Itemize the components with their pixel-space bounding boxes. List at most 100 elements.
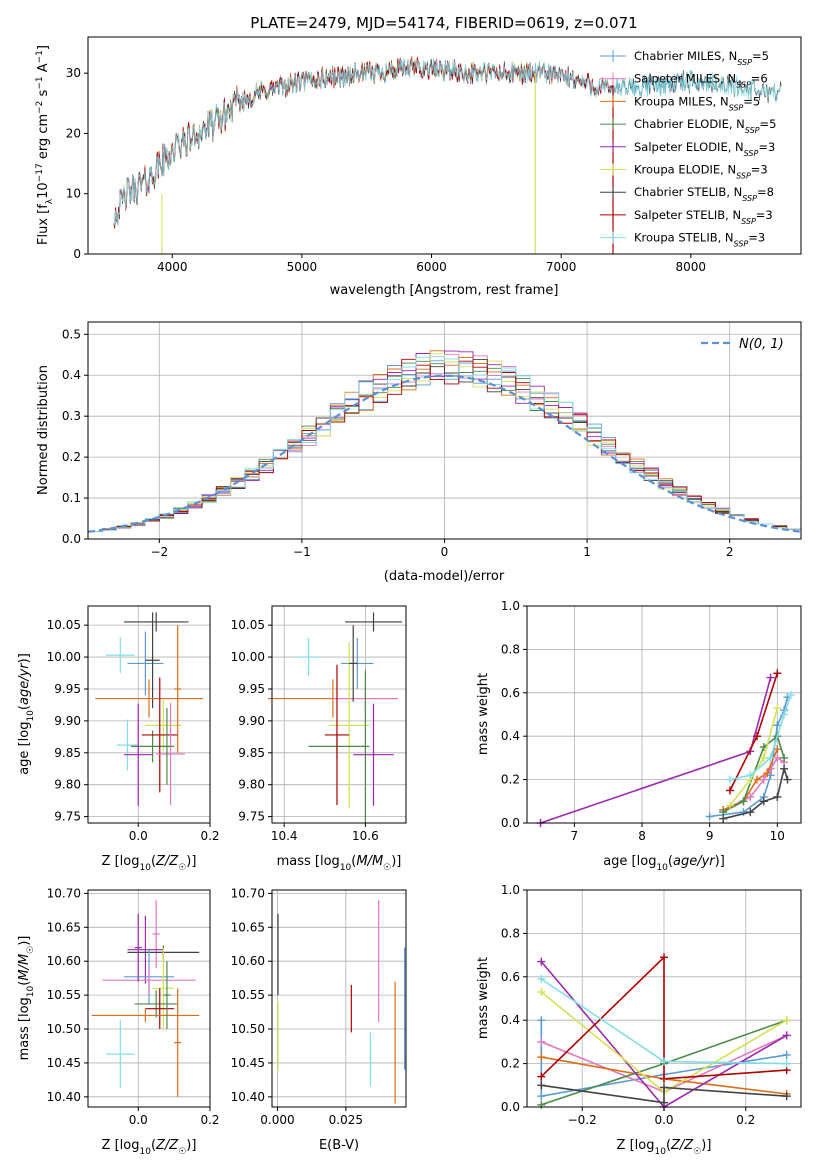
y-tick-label: 9.85 — [54, 746, 81, 760]
x-tick-label: −2 — [150, 545, 168, 559]
mass_vs_Z-plot: 0.0 0.2 10.40 10.45 10.50 10.55 10.60 10.65 10.7… — [47, 886, 220, 1127]
label-part: ( — [17, 705, 32, 710]
label-part: mass [log — [277, 854, 340, 869]
label-part: )] — [186, 1138, 196, 1153]
y-tick-label: 10.05 — [231, 618, 265, 632]
weight-line — [540, 677, 772, 824]
legend-entry-value: =3 — [758, 140, 775, 154]
label-part: )] — [715, 854, 725, 869]
label-part: age/yr — [17, 662, 32, 705]
y-tick-label: 10.50 — [47, 1022, 81, 1036]
y-tick-label: 0.8 — [501, 642, 520, 656]
label-part: Z/Z — [155, 854, 179, 869]
weight-vs-age-xlabel: age [log10(age/yr)] — [603, 854, 725, 873]
legend-entry-value: =5 — [760, 117, 777, 131]
y-tick-label: 0.2 — [501, 1057, 520, 1071]
y-tick-label: 0.0 — [62, 532, 81, 546]
y-tick-label: 0.0 — [501, 1100, 520, 1114]
label-part: s — [36, 89, 51, 100]
weight-vs-age-ylabel: mass weight — [476, 673, 491, 755]
legend-entry-n: , N — [729, 117, 745, 131]
y-tick-label: 10.40 — [47, 1090, 81, 1104]
label-part: age/yr — [673, 854, 716, 869]
x-tick-label: 10 — [770, 829, 785, 843]
axes-frame — [526, 605, 802, 824]
label-part: 10 — [36, 182, 51, 199]
histogram-step — [88, 358, 801, 532]
histogram-step — [88, 358, 801, 532]
y-tick-label: 0.3 — [62, 409, 81, 423]
normal-curve — [87, 374, 802, 533]
y-tick-label: 10.60 — [231, 954, 265, 968]
legend-entry-n: , N — [718, 231, 734, 245]
label-part: ☉ — [178, 863, 186, 873]
legend-entry: Kroupa ELODIE, NSSP=3 — [634, 163, 768, 181]
y-tick-label: 10.45 — [231, 1056, 265, 1070]
age-vs-z-xlabel: Z [log10(Z/Z☉)] — [102, 854, 197, 873]
legend-entry-value: =3 — [748, 231, 765, 245]
label-part: ( — [351, 854, 356, 869]
y-tick-label: 10.70 — [47, 886, 81, 900]
x-tick-label: 8 — [638, 829, 646, 843]
histogram-step — [88, 350, 801, 532]
label-part: ( — [666, 1138, 671, 1153]
label-part: mass [log — [17, 997, 32, 1060]
legend-entry: Chabrier ELODIE, NSSP=5 — [634, 117, 776, 135]
legend-entry-n: , N — [726, 185, 742, 199]
legend-entry-sub: SSP — [729, 103, 744, 112]
axes-frame — [271, 889, 407, 1108]
label-part: )] — [701, 1138, 711, 1153]
label-part: )] — [17, 936, 32, 946]
legend-entry-sub: SSP — [736, 171, 751, 180]
label-part: 10 — [340, 863, 352, 873]
age-vs-z-ylabel: age [log10(age/yr)] — [17, 653, 36, 775]
x-tick-label: 10.6 — [352, 829, 379, 843]
label-part: ☉ — [178, 1147, 186, 1157]
histogram-step — [88, 356, 801, 532]
label-part: ☉ — [383, 863, 391, 873]
residuals-xlabel: (data-model)/error — [384, 569, 505, 584]
x-tick-label: 0.2 — [200, 1113, 219, 1127]
legend-entry-n: , N — [728, 140, 744, 154]
x-tick-label: 2 — [726, 545, 734, 559]
mass-vs-ebv-xlabel: E(B-V) — [319, 1138, 359, 1153]
legend-entry-name: Chabrier STELIB — [634, 185, 726, 199]
weight-vs-z-ylabel: mass weight — [476, 957, 491, 1039]
label-part: −17 — [35, 163, 45, 182]
label-part: ( — [17, 981, 32, 986]
y-tick-label: 0.2 — [62, 450, 81, 464]
y-tick-label: 9.90 — [238, 714, 265, 728]
legend-entry: Salpeter ELODIE, NSSP=3 — [634, 140, 775, 158]
legend-entry-name: Kroupa STELIB — [634, 231, 718, 245]
label-part: Flux [f — [36, 204, 51, 245]
y-tick-label: 0.4 — [501, 1013, 520, 1027]
x-tick-label: 0 — [441, 545, 449, 559]
label-part: age [log — [603, 854, 656, 869]
y-tick-label: 0.6 — [501, 686, 520, 700]
y-tick-label: 9.75 — [54, 810, 81, 824]
label-part: ☉ — [693, 1147, 701, 1157]
legend-entry-value: =5 — [752, 49, 769, 63]
axes-frame — [271, 605, 407, 824]
legend-entry-name: Chabrier ELODIE — [634, 117, 729, 131]
spectrum-line — [113, 57, 704, 228]
residuals-plot: −2 −1 0 1 2 0.0 0.1 0.2 0.3 0.4 0.5 N(0, 1) — [62, 321, 802, 559]
legend-entry-name: Salpeter MILES — [634, 72, 720, 86]
spectrum-xlabel: wavelength [Angstrom, rest frame] — [330, 283, 559, 298]
legend-entry-n: , N — [720, 72, 736, 86]
x-tick-label: 4000 — [157, 260, 188, 274]
label-part: erg cm — [36, 114, 51, 163]
axes-frame — [87, 605, 211, 824]
label-part: ☉ — [26, 946, 36, 954]
axes-frame — [87, 36, 802, 255]
age_vs_mass-plot: 10.4 10.6 9.75 9.80 9.85 9.90 9.95 10.00 10.05 — [231, 605, 407, 843]
label-part: )] — [17, 653, 32, 663]
y-tick-label: 10.05 — [47, 618, 81, 632]
spectrum-title: PLATE=2479, MJD=54174, FIBERID=0619, z=0… — [250, 14, 637, 32]
weight-line — [729, 694, 792, 781]
spectrum-line — [113, 55, 613, 227]
legend-entry: Chabrier MILES, NSSP=5 — [634, 49, 769, 67]
x-tick-label: 0.025 — [329, 1113, 363, 1127]
x-tick-label: 5000 — [287, 260, 318, 274]
